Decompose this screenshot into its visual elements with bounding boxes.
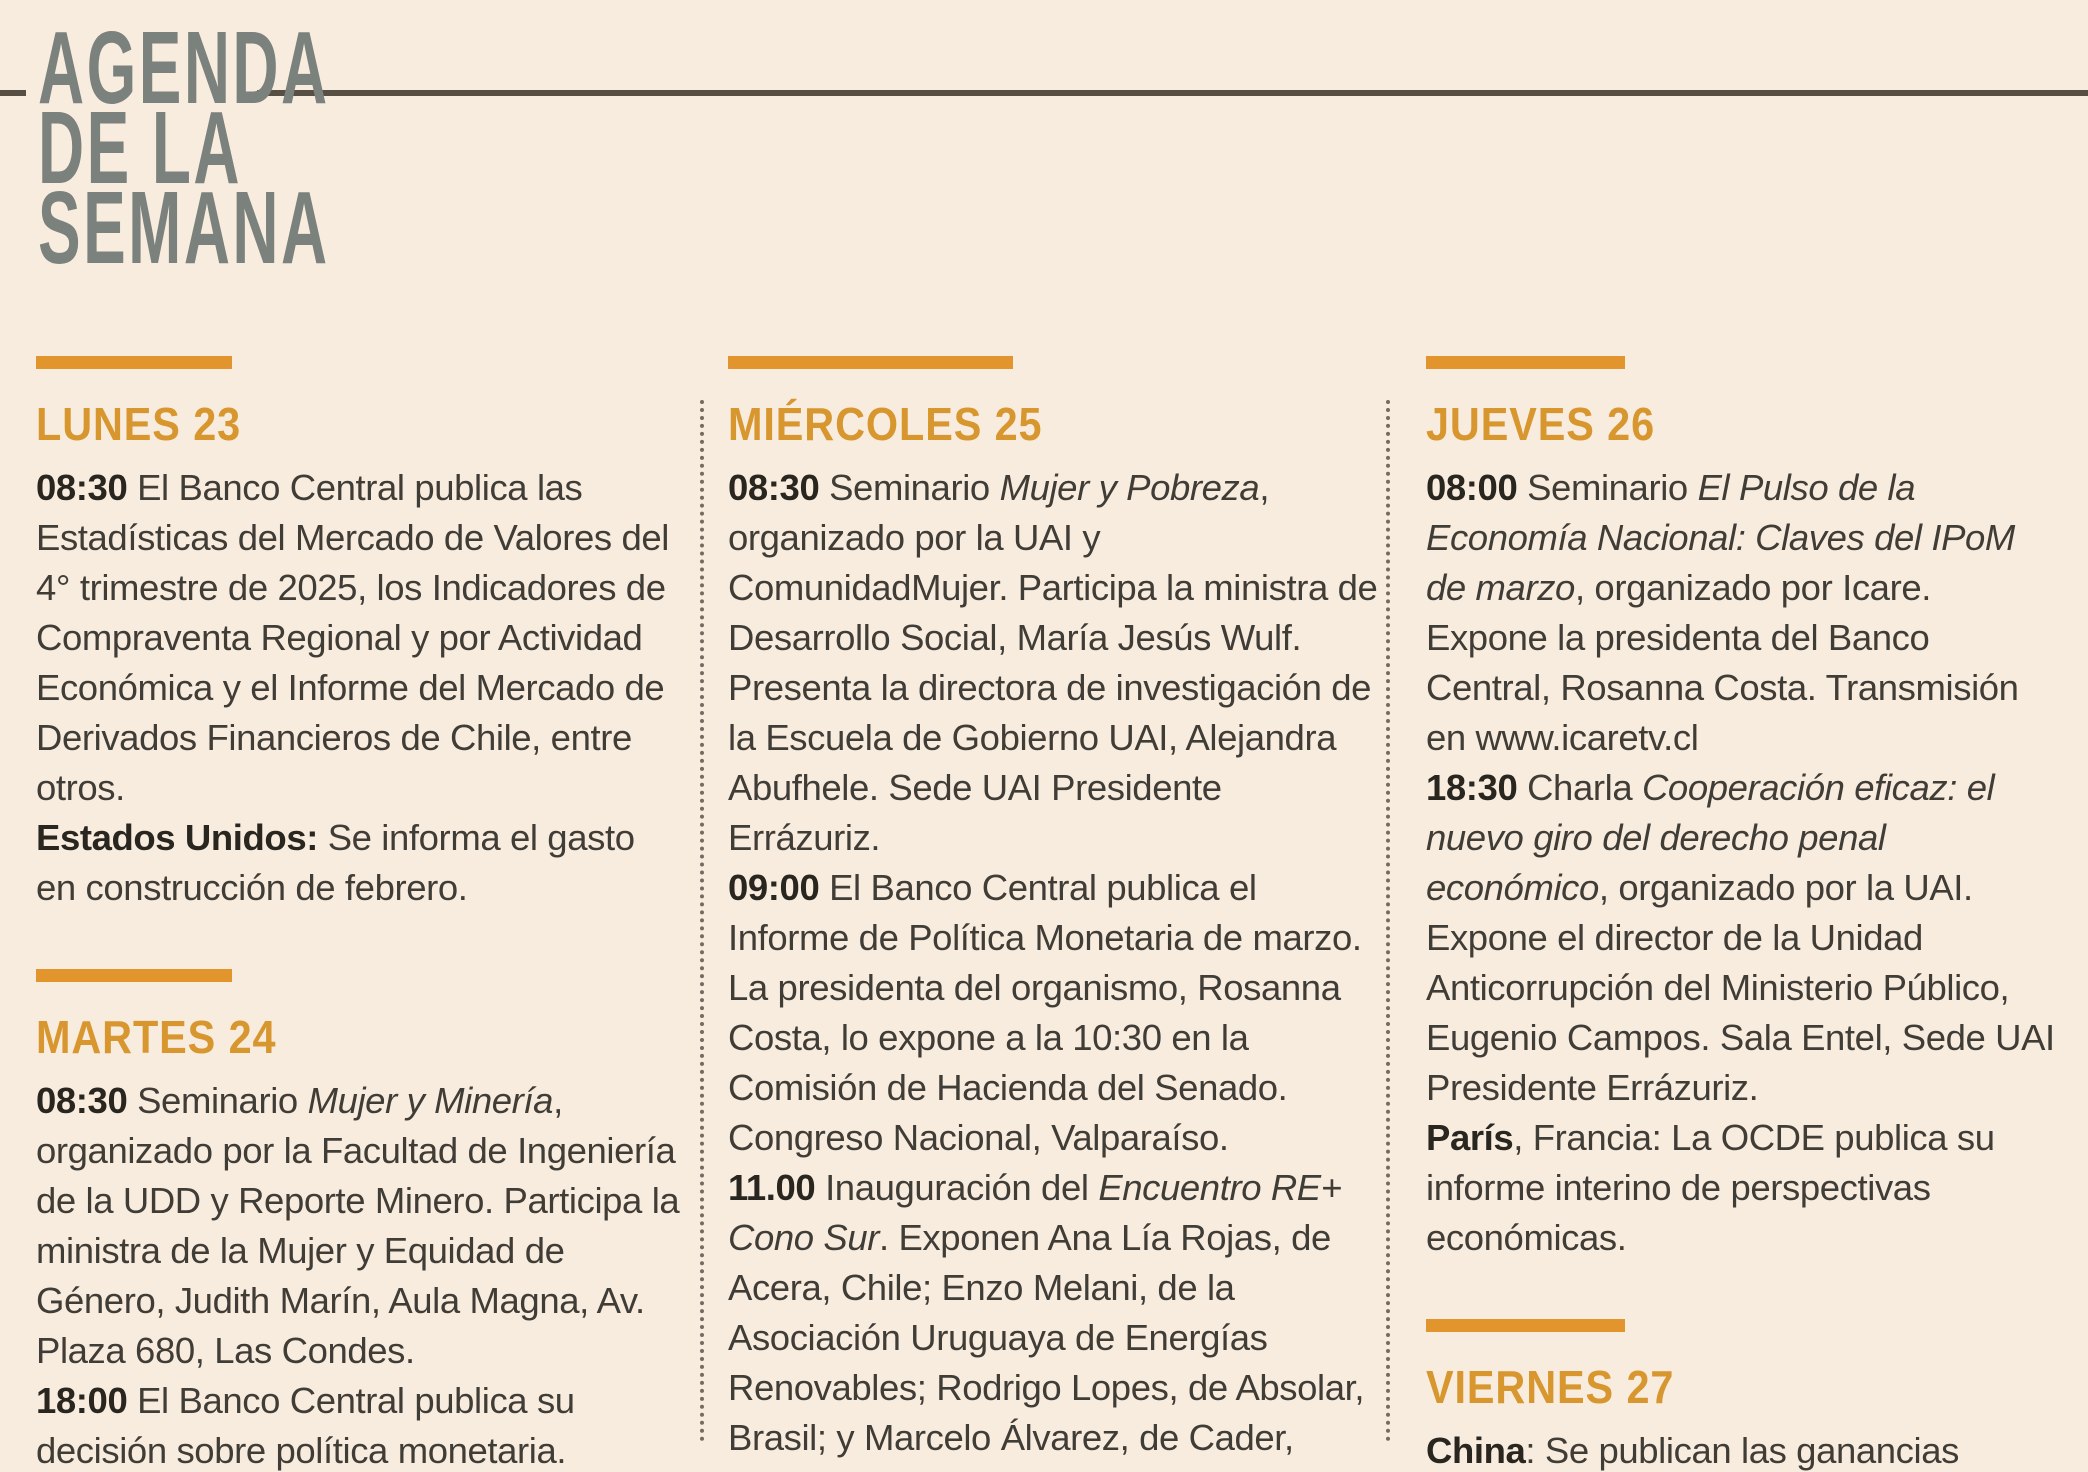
event-bold-text: 08:30: [728, 467, 820, 508]
event-text: Charla: [1517, 767, 1642, 808]
event-bold-text: 09:00: [728, 867, 820, 908]
event-text: , organizado por Icare. Expone la presid…: [1426, 567, 2019, 758]
event-paragraph: 18:30 Charla Cooperación eficaz: el nuev…: [1426, 763, 2062, 1113]
page-title-text: AGENDA: [38, 10, 330, 125]
page-title: AGENDA DE LA SEMANA: [38, 10, 508, 285]
event-bold-text: 18:00: [36, 1380, 128, 1421]
page-title-line: DE LA: [38, 90, 508, 205]
event-text: , organizado por la UAI. Expone el direc…: [1426, 867, 2055, 1108]
event-bold-text: 08:30: [36, 1080, 128, 1121]
event-bold-text: París: [1426, 1117, 1514, 1158]
left-rule: [0, 90, 26, 96]
event-paragraph: 08:30 El Banco Central publica las Estad…: [36, 463, 684, 813]
event-paragraph: París, Francia: La OCDE publica su infor…: [1426, 1113, 2062, 1263]
section-accent-bar: [1426, 1319, 1625, 1332]
event-bold-text: Estados Unidos:: [36, 817, 318, 858]
day-header: JUEVES 26: [1426, 399, 2062, 449]
day-section: JUEVES 26 08:00 Seminario El Pulso de la …: [1426, 356, 2062, 1263]
event-paragraph: Estados Unidos: Se informa el gasto en c…: [36, 813, 684, 913]
event-text: , Francia: La OCDE publica su informe in…: [1426, 1117, 1995, 1258]
event-paragraph: 18:00 El Banco Central publica su decisi…: [36, 1376, 684, 1472]
event-paragraph: 08:30 Seminario Mujer y Pobreza, organiz…: [728, 463, 1380, 863]
header-rule: [257, 90, 2088, 96]
section-accent-bar: [728, 356, 1013, 369]
event-text: Seminario: [819, 467, 1000, 508]
event-text: Se informa el gasto en construcción de f…: [36, 817, 635, 908]
event-bold-text: China: [1426, 1430, 1526, 1471]
day-header: MIÉRCOLES 25: [728, 399, 1380, 449]
section-accent-bar: [1426, 356, 1625, 369]
event-text: El Banco Central publica su decisión sob…: [36, 1380, 575, 1471]
agenda-column-2: MIÉRCOLES 25 08:30 Seminario Mujer y Pobr…: [728, 356, 1380, 1472]
event-text: , organizado por la Facultad de Ingenier…: [36, 1080, 680, 1371]
event-text: El Banco Central publica las Estadística…: [36, 467, 669, 808]
day-header-text: JUEVES 26: [1426, 398, 1656, 450]
page-title-line: AGENDA: [38, 10, 508, 125]
section-accent-bar: [36, 356, 232, 369]
column-divider: [700, 400, 704, 1442]
day-header-text: LUNES 23: [36, 398, 242, 450]
column-divider: [1386, 400, 1390, 1442]
day-section: LUNES 23 08:30 El Banco Central publica l…: [36, 356, 684, 913]
event-italic-title: El Pulso de la Economía Nacional: Claves…: [1426, 467, 2015, 608]
event-paragraph: 08:00 Seminario El Pulso de la Economía …: [1426, 463, 2062, 763]
day-section: MIÉRCOLES 25 08:30 Seminario Mujer y Pobr…: [728, 356, 1380, 1472]
event-italic-title: Mujer y Pobreza: [999, 467, 1260, 508]
event-text: El Banco Central publica el Informe de P…: [728, 867, 1362, 1158]
day-header: LUNES 23: [36, 399, 684, 449]
day-header-text: MIÉRCOLES 25: [728, 398, 1043, 450]
day-header: VIERNES 27: [1426, 1362, 2062, 1412]
event-text: . Exponen Ana Lía Rojas, de Acera, Chile…: [728, 1217, 1365, 1472]
event-text: Inauguración del: [815, 1167, 1099, 1208]
day-header-text: MARTES 24: [36, 1011, 277, 1063]
day-header: MARTES 24: [36, 1012, 684, 1062]
event-bold-text: 11.00: [728, 1167, 816, 1208]
agenda-column-3: JUEVES 26 08:00 Seminario El Pulso de la …: [1426, 356, 2062, 1472]
day-section: MARTES 24 08:30 Seminario Mujer y Minería…: [36, 969, 684, 1472]
event-text: Seminario: [1517, 467, 1698, 508]
page-title-line: SEMANA: [38, 170, 508, 285]
page-title-text: SEMANA: [38, 170, 330, 285]
event-italic-title: Cooperación eficaz: el nuevo giro del de…: [1426, 767, 1995, 908]
page-title-text: DE LA: [38, 90, 242, 205]
section-accent-bar: [36, 969, 232, 982]
event-italic-title: Encuentro RE+ Cono Sur: [728, 1167, 1342, 1258]
agenda-column-1: LUNES 23 08:30 El Banco Central publica l…: [36, 356, 684, 1472]
event-paragraph: 11.00 Inauguración del Encuentro RE+ Con…: [728, 1163, 1380, 1472]
day-section: VIERNES 27 China: Se publican las gananci…: [1426, 1319, 2062, 1472]
day-header-text: VIERNES 27: [1426, 1361, 1675, 1413]
event-paragraph: 09:00 El Banco Central publica el Inform…: [728, 863, 1380, 1163]
event-paragraph: China: Se publican las ganancias industr…: [1426, 1426, 2062, 1472]
event-text: : Se publican las ganancias industriales…: [1525, 1430, 1959, 1471]
event-bold-text: 18:30: [1426, 767, 1518, 808]
event-text: Seminario: [127, 1080, 308, 1121]
event-text: , organizado por la UAI y ComunidadMujer…: [728, 467, 1378, 858]
event-italic-title: Mujer y Minería: [307, 1080, 554, 1121]
event-bold-text: 08:30: [36, 467, 128, 508]
event-bold-text: 08:00: [1426, 467, 1518, 508]
event-paragraph: 08:30 Seminario Mujer y Minería, organiz…: [36, 1076, 684, 1376]
